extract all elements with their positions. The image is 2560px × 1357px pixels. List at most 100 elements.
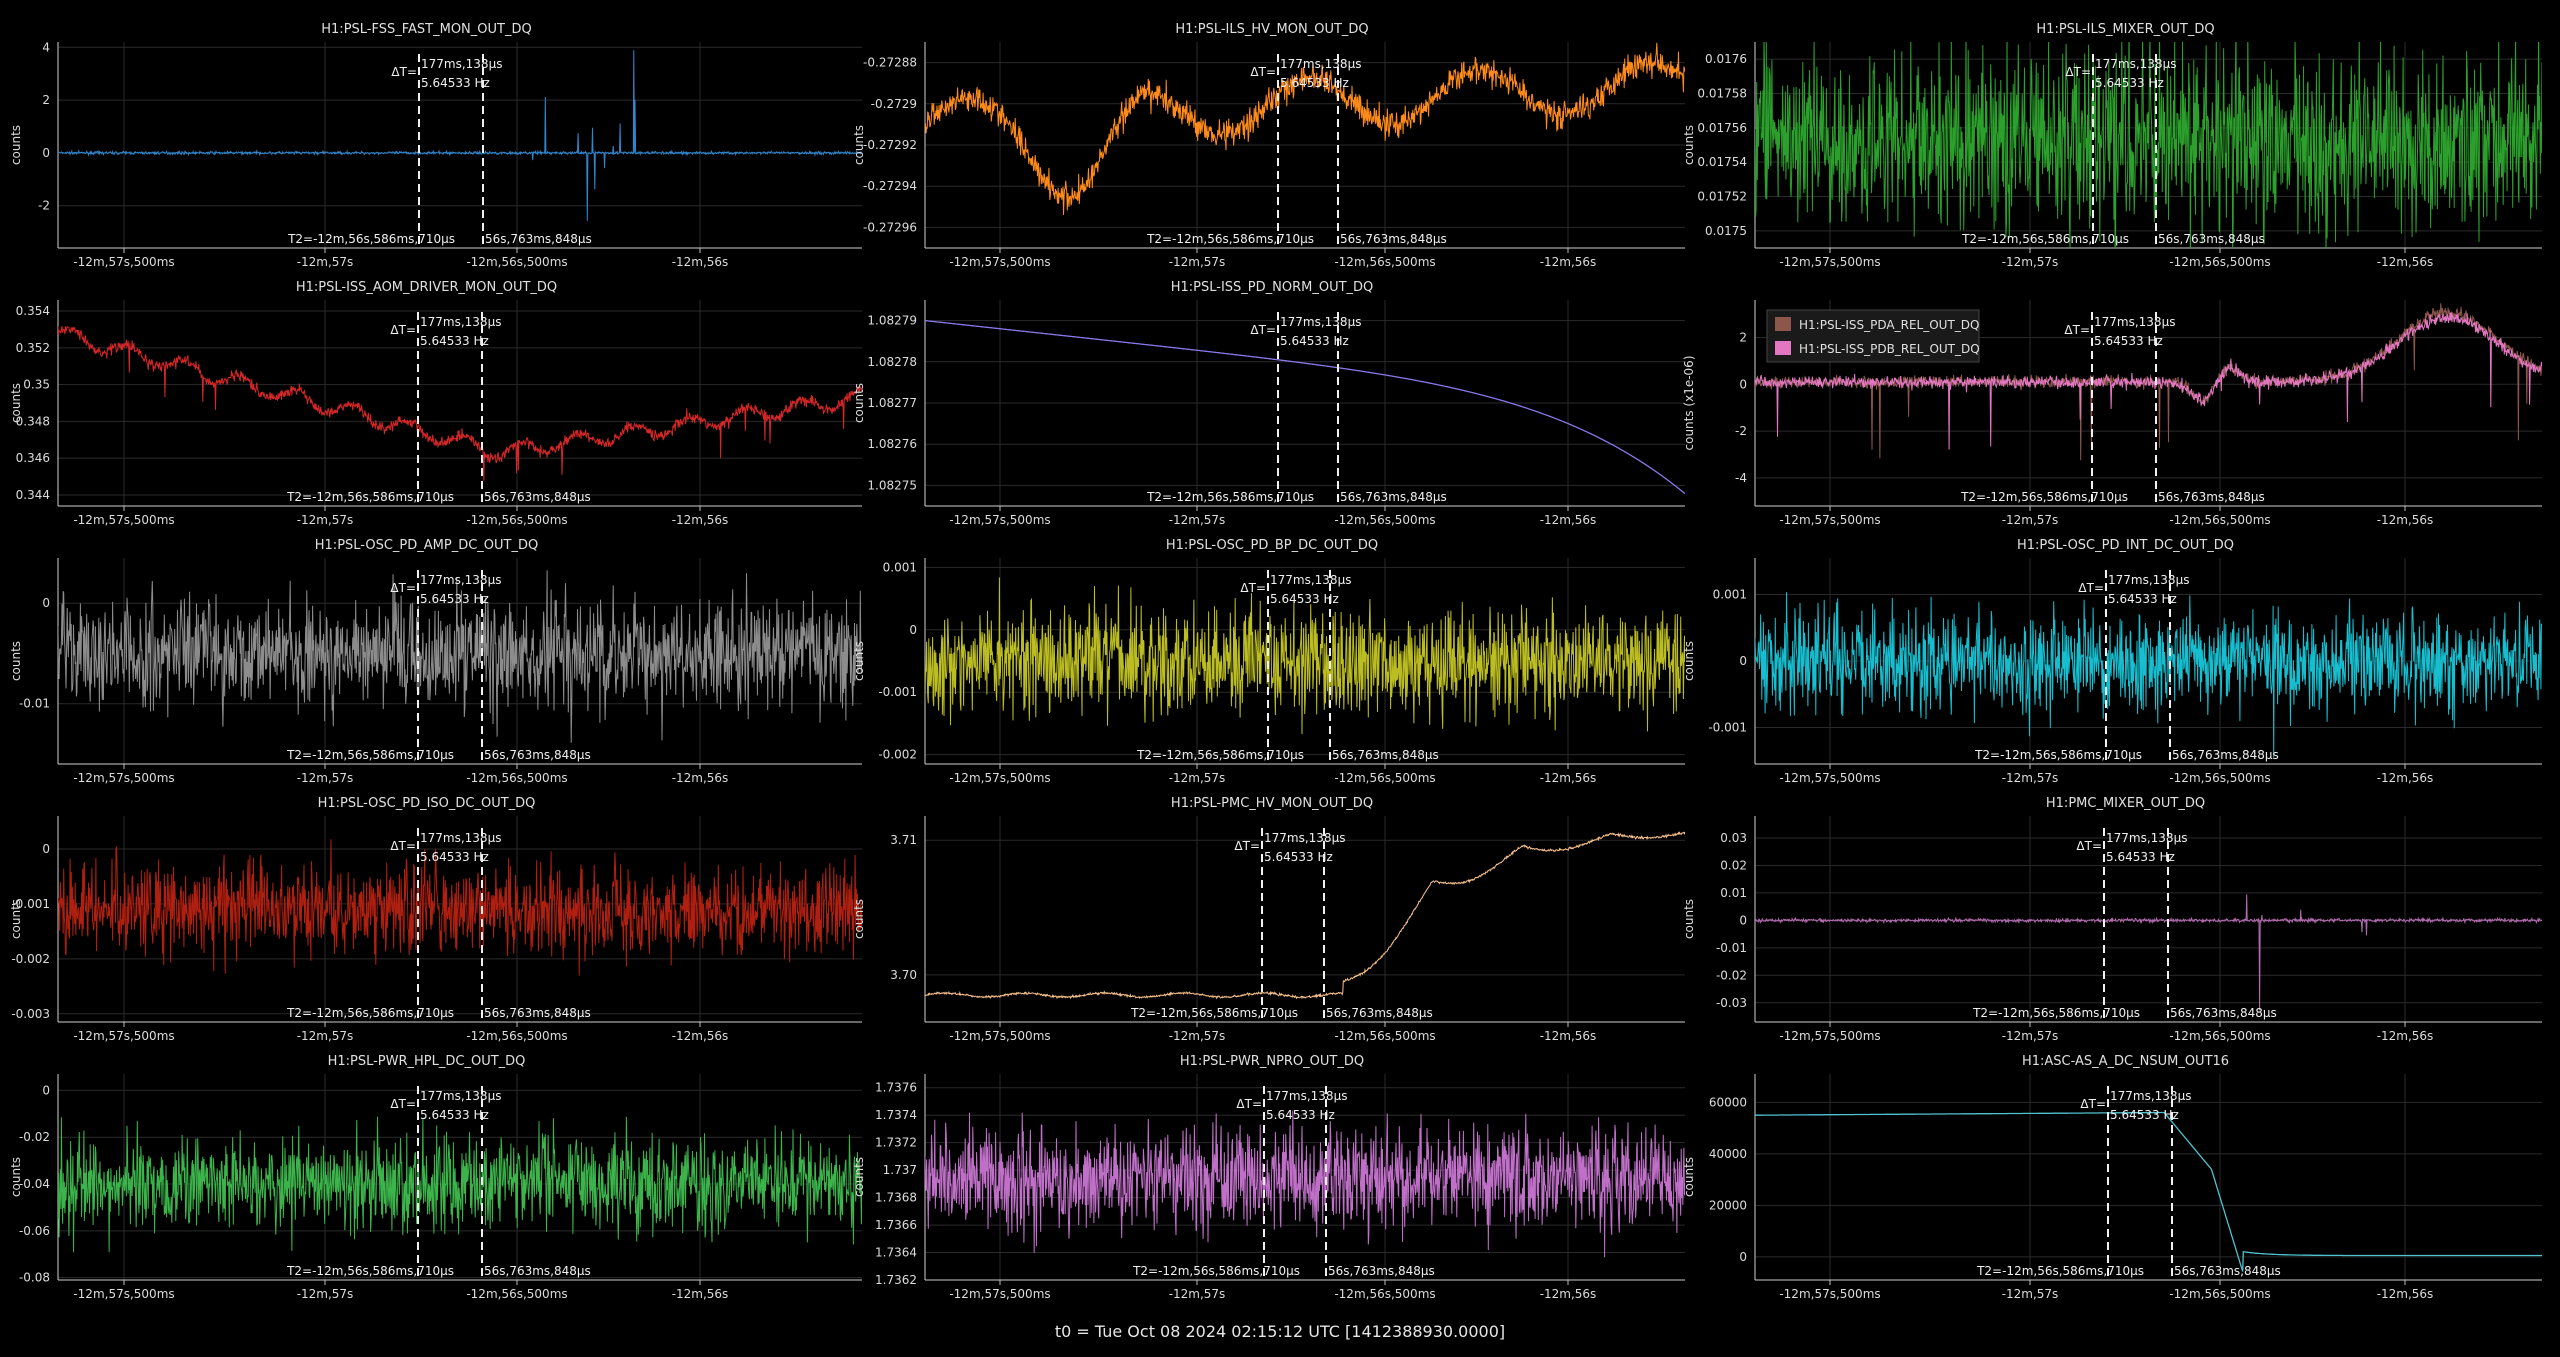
plot-title: H1:PSL-ISS_AOM_DRIVER_MON_OUT_DQ — [295, 280, 558, 295]
delta-freq-value: 5.64533 Hz — [420, 850, 489, 864]
plot-svg: 0.03 0.02 0.01 0 -0.01 -0.02 -0.03 -12m,57s,500… — [1682, 816, 2542, 1043]
y-tick-label: -0.27288 — [863, 56, 917, 70]
t2-tail-label: 56s,763ms,848µs — [485, 232, 592, 246]
delta-freq-value: 5.64533 Hz — [2110, 1108, 2179, 1122]
plot-area — [1755, 1074, 2542, 1280]
y-tick-label: 40000 — [1709, 1147, 1747, 1161]
series-line — [58, 50, 862, 221]
t2-tail-label: 56s,763ms,848µs — [2172, 748, 2279, 762]
x-tick-label: -12m,56s — [672, 1287, 729, 1301]
x-tick-label: -12m,56s,500ms — [2169, 1287, 2270, 1301]
y-tick-label: -2 — [1735, 424, 1747, 438]
plot-title: H1:PMC_MIXER_OUT_DQ — [2045, 796, 2206, 811]
series-line — [1755, 592, 2542, 758]
t2-label: T2=-12m,56s,586ms,710µs — [286, 748, 454, 762]
y-axis-label: counts — [9, 641, 23, 681]
x-tick-label: -12m,56s — [2377, 255, 2434, 269]
y-axis-label: counts — [852, 1157, 866, 1197]
t2-tail-label: 56s,763ms,848µs — [2158, 490, 2265, 504]
y-axis-label: counts — [852, 125, 866, 165]
x-tick-label: -12m,56s — [1540, 513, 1597, 527]
legend: H1:PSL-ISS_PDA_REL_OUT_DQ H1:PSL-ISS_PDB_… — [1766, 309, 1980, 363]
y-tick-label: 60000 — [1709, 1095, 1747, 1109]
y-axis-label: counts — [9, 1157, 23, 1197]
y-tick-label: 0.0176 — [1705, 52, 1747, 66]
series-line — [1755, 42, 2542, 248]
y-axis-label: counts — [9, 899, 23, 939]
delta-freq-value: 5.64533 Hz — [1280, 334, 1349, 348]
y-axis-label: counts — [1682, 641, 1696, 681]
x-tick-label: -12m,57s — [297, 1029, 354, 1043]
plot-title: H1:PSL-OSC_PD_AMP_DC_OUT_DQ — [314, 538, 539, 553]
delta-t-label: ΔT= — [1250, 323, 1276, 337]
delta-t-label: ΔT= — [390, 839, 416, 853]
y-tick-label: 0 — [1739, 377, 1747, 391]
delta-time-value: 177ms,138µs — [1264, 831, 1345, 845]
series-group — [58, 325, 862, 481]
t2-label: T2=-12m,56s,586ms,710µs — [286, 1006, 454, 1020]
y-tick-label: 3.71 — [890, 833, 917, 847]
y-tick-label: 1.08276 — [867, 437, 917, 451]
series-group — [925, 577, 1685, 735]
delta-time-value: 177ms,138µs — [420, 315, 501, 329]
y-axis-label: counts — [852, 641, 866, 681]
x-tick-label: -12m,56s — [1540, 255, 1597, 269]
y-tick-label: -0.001 — [878, 685, 917, 699]
series-group — [58, 1116, 862, 1253]
x-tick-label: -12m,57s,500ms — [949, 1029, 1050, 1043]
plot-title: H1:PSL-OSC_PD_BP_DC_OUT_DQ — [1165, 538, 1379, 553]
t2-label: T2=-12m,56s,586ms,710µs — [1961, 232, 2129, 246]
t2-label: T2=-12m,56s,586ms,710µs — [286, 490, 454, 504]
plot-svg: 0.001 0 -0.001 -0.002 -12m,57s,500ms -12m,57s… — [852, 558, 1685, 785]
plot-svg: 2 0 -2 -4 -12m,57s,500ms -12m,57s -12m,56s,500… — [1682, 300, 2542, 527]
y-tick-label: 0.35 — [23, 378, 50, 392]
plot-panel: 2 0 -2 -4 -12m,57s,500ms -12m,57s -12m,56s,500… — [1682, 258, 2560, 527]
y-tick-label: 3.70 — [890, 968, 917, 982]
y-tick-label: 0.001 — [883, 560, 917, 574]
x-tick-label: -12m,56s,500ms — [466, 255, 567, 269]
plot-panel: H1:PSL-ILS_HV_MON_OUT_DQ -0.27288 -0.2729-… — [852, 0, 1691, 269]
series-line — [58, 1116, 862, 1253]
t2-tail-label: 56s,763ms,848µs — [2158, 232, 2265, 246]
plot-svg: 0.001 0 -0.001 -12m,57s,500ms -12m,57s -12m,5… — [1682, 558, 2542, 785]
y-tick-label: -0.02 — [1716, 968, 1747, 982]
y-tick-label: 0.03 — [1720, 831, 1747, 845]
delta-t-label: ΔT= — [390, 1097, 416, 1111]
x-tick-label: -12m,57s — [2002, 1287, 2059, 1301]
y-tick-label: 1.7374 — [875, 1108, 917, 1122]
y-tick-label: 1.7372 — [875, 1136, 917, 1150]
legend-label: H1:PSL-ISS_PDA_REL_OUT_DQ — [1799, 318, 1979, 332]
series-group — [58, 839, 862, 976]
series-line — [1755, 1111, 2542, 1272]
plot-svg: 1.7376 1.7374 1.7372 1.737 1.7368 1.7366 1.736… — [852, 1074, 1685, 1301]
series-line — [925, 42, 1685, 216]
series-group — [1755, 592, 2542, 758]
y-tick-label: 0 — [42, 842, 50, 856]
plot-title: H1:PSL-PWR_HPL_DC_OUT_DQ — [327, 1054, 526, 1069]
y-axis-label: counts — [852, 383, 866, 423]
x-tick-label: -12m,57s,500ms — [73, 255, 174, 269]
y-axis-label: counts — [1682, 1157, 1696, 1197]
x-tick-label: -12m,57s,500ms — [949, 513, 1050, 527]
t2-label: T2=-12m,56s,586ms,710µs — [1960, 490, 2128, 504]
delta-time-value: 177ms,138µs — [2095, 57, 2176, 71]
t2-tail-label: 56s,763ms,848µs — [1332, 748, 1439, 762]
plot-title: H1:PSL-ILS_MIXER_OUT_DQ — [2036, 22, 2215, 37]
y-tick-label: -0.01 — [19, 697, 50, 711]
t0-footer: t0 = Tue Oct 08 2024 02:15:12 UTC [14123… — [1054, 1322, 1506, 1341]
y-tick-label: 0.01754 — [1697, 155, 1747, 169]
x-tick-label: -12m,56s,500ms — [2169, 513, 2270, 527]
delta-freq-value: 5.64533 Hz — [1270, 592, 1339, 606]
y-tick-label: -0.001 — [11, 897, 50, 911]
y-tick-label: -0.003 — [11, 1007, 50, 1021]
y-tick-label: 0.01758 — [1697, 87, 1747, 101]
series-line — [1755, 894, 2542, 1011]
plot-svg: 60000 40000 20000 0 -12m,57s,500ms -12m,57s -1… — [1682, 1074, 2542, 1301]
x-tick-label: -12m,56s,500ms — [1334, 1287, 1435, 1301]
plot-area — [58, 300, 862, 506]
y-tick-label: 0 — [42, 1083, 50, 1097]
y-axis-label: counts — [1682, 899, 1696, 939]
plot-title: H1:PSL-FSS_FAST_MON_OUT_DQ — [321, 22, 532, 37]
delta-t-label: ΔT= — [2080, 1097, 2106, 1111]
series-line — [925, 831, 1685, 1000]
